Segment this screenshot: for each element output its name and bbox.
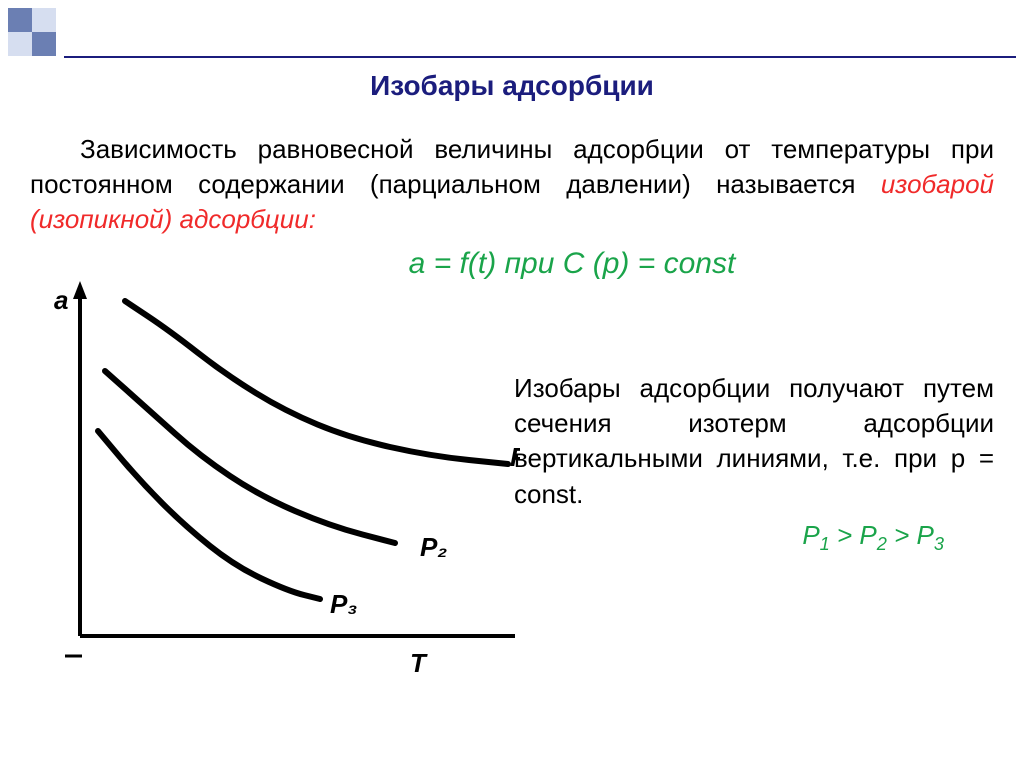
svg-text:P₂: P₂ — [420, 532, 447, 562]
svg-text:a: a — [54, 285, 68, 315]
inequality-line: Р1 > Р2 > Р3 — [514, 520, 994, 555]
right-column: Изобары адсорбции получают путем сечения… — [514, 371, 994, 555]
corner-decoration — [8, 8, 68, 73]
slide-content: Изобары адсорбции Зависимость равновесно… — [30, 70, 994, 748]
svg-text:P₃: P₃ — [330, 589, 357, 619]
svg-text:T: T — [410, 648, 428, 678]
intro-text-a: Зависимость равновесной величины адсорбц… — [30, 134, 994, 199]
body-text: Изобары адсорбции получают путем сечения… — [514, 373, 994, 508]
slide-border-top — [64, 56, 1016, 58]
lower-block: aTP₁P₂P₃ Изобары адсорбции получают путе… — [30, 291, 994, 711]
equation: a = f(t) при C (p) = const — [150, 247, 994, 281]
body-paragraph: Изобары адсорбции получают путем сечения… — [514, 371, 994, 511]
intro-paragraph: Зависимость равновесной величины адсорбц… — [30, 132, 994, 237]
isobar-graph: aTP₁P₂P₃ — [30, 281, 520, 701]
slide-title: Изобары адсорбции — [30, 70, 994, 102]
